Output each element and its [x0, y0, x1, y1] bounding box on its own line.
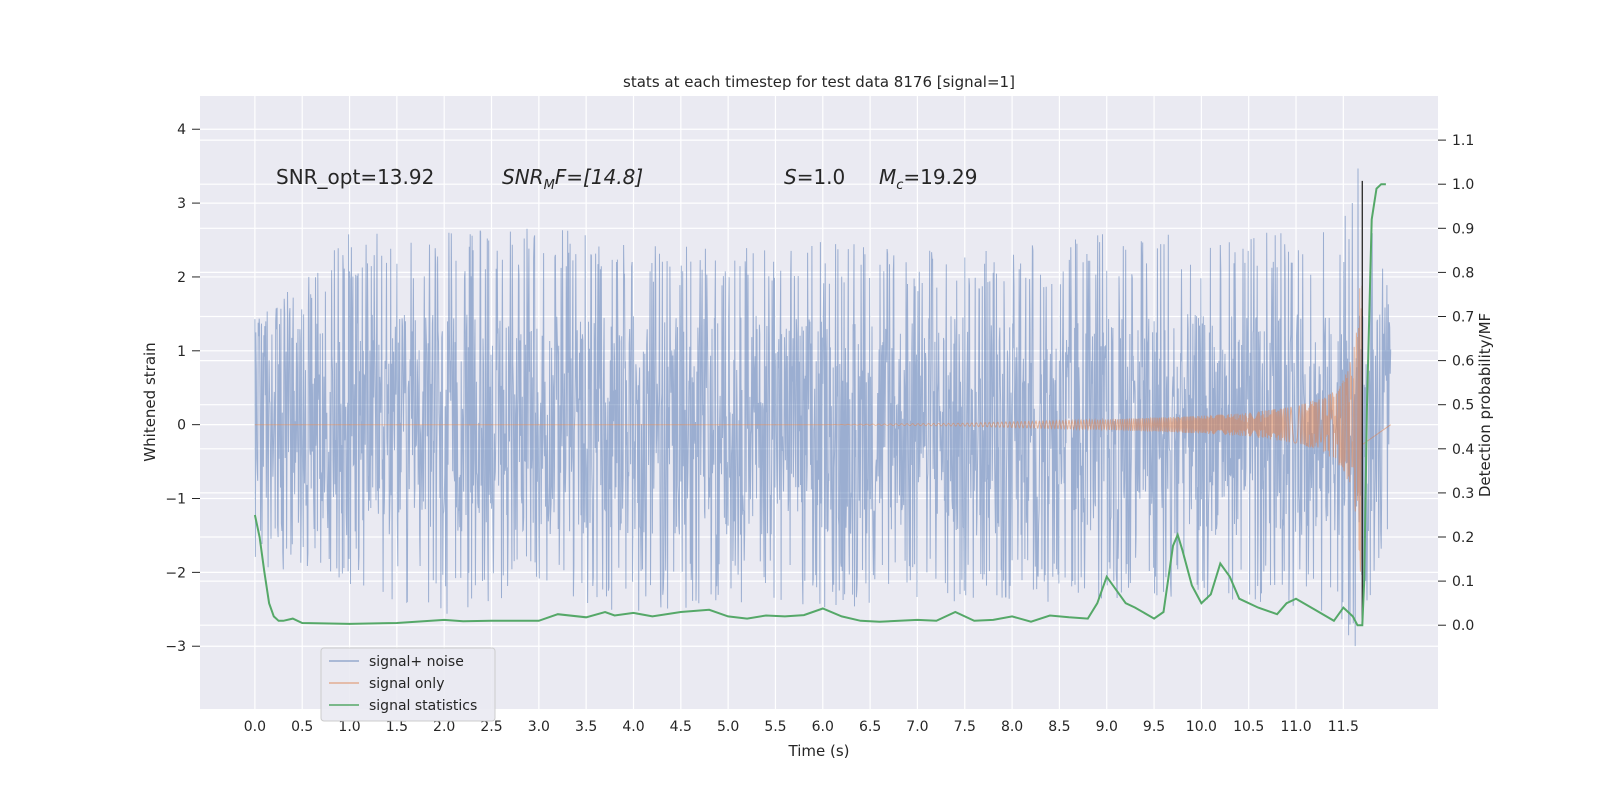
chart-title: stats at each timestep for test data 817… — [623, 73, 1015, 91]
x-tick-label-8: 4.0 — [622, 719, 644, 735]
x-tick-label-18: 9.0 — [1096, 719, 1118, 735]
x-axis-label: Time (s) — [788, 742, 850, 760]
y-right-tick-label-8: 0.3 — [1452, 486, 1474, 502]
x-tick-label-14: 7.0 — [906, 719, 928, 735]
y-tick-label-5: −1 — [165, 492, 186, 508]
y-tick-label-6: −2 — [165, 565, 186, 581]
y-axis-label: Whitened strain — [141, 342, 159, 461]
x-tick-label-23: 11.5 — [1328, 719, 1359, 735]
y-right-tick-label-2: 0.9 — [1452, 221, 1474, 237]
x-tick-label-15: 7.5 — [954, 719, 976, 735]
y-right-tick-label-1: 1.0 — [1452, 177, 1474, 193]
x-tick-label-21: 10.5 — [1233, 719, 1264, 735]
x-tick-label-7: 3.5 — [575, 719, 597, 735]
x-tick-label-6: 3.0 — [528, 719, 550, 735]
y-right-tick-label-0: 1.1 — [1452, 133, 1474, 149]
x-tick-label-16: 8.0 — [1001, 719, 1023, 735]
legend-label-signal-noise: signal+ noise — [369, 654, 464, 670]
legend: signal+ noise signal only signal statist… — [320, 647, 496, 722]
x-tick-label-4: 2.0 — [433, 719, 455, 735]
annotation-mc-sub: c — [896, 178, 903, 193]
x-tick-label-5: 2.5 — [480, 719, 502, 735]
x-tick-label-2: 1.0 — [338, 719, 360, 735]
x-tick-label-22: 11.0 — [1280, 719, 1311, 735]
x-tick-label-13: 6.5 — [859, 719, 881, 735]
y-tick-label-4: 0 — [177, 418, 186, 434]
x-ticks: 0.0 0.5 1.0 1.5 2.0 2.5 3.0 3.5 4.0 4.5 5.0 5.5 6.0 6… — [244, 719, 1359, 735]
x-tick-label-0: 0.0 — [244, 719, 266, 735]
line-signal-noise — [254, 168, 1392, 647]
y-right-tick-label-11: 0.0 — [1452, 618, 1474, 634]
y-ticks-left: 4 3 2 1 0 −1 −2 −3 — [165, 122, 200, 655]
x-tick-label-19: 9.5 — [1143, 719, 1165, 735]
y-right-tick-label-3: 0.8 — [1452, 265, 1474, 281]
annotation-snr-opt: SNR_opt=13.92 — [276, 165, 434, 189]
y-tick-label-2: 2 — [177, 270, 186, 286]
series-signal-only — [254, 285, 1391, 572]
legend-label-signal-only: signal only — [369, 676, 444, 692]
y-right-tick-label-4: 0.7 — [1452, 310, 1474, 326]
annotation-s-rest: =1.0 — [797, 165, 846, 189]
y-ticks-right: 1.1 1.0 0.9 0.8 0.7 0.6 0.5 0.4 0.3 0.2 0.1 0.0 — [1438, 133, 1474, 634]
x-tick-label-3: 1.5 — [386, 719, 408, 735]
y-right-tick-label-5: 0.6 — [1452, 354, 1474, 370]
legend-label-signal-statistics: signal statistics — [369, 698, 477, 714]
series-signal-statistics — [253, 183, 1386, 627]
annotation-snr-mf-base: SNR — [502, 165, 544, 189]
y-right-tick-label-9: 0.2 — [1452, 530, 1474, 546]
line-signal-statistics — [253, 183, 1386, 627]
legend-box — [320, 647, 496, 722]
y-tick-label-1: 3 — [177, 196, 186, 212]
annotation-mc: Mc=19.29 — [879, 165, 977, 193]
line-signal-only — [254, 285, 1391, 572]
y-right-tick-label-6: 0.5 — [1452, 398, 1474, 414]
annotation-mc-rest: =19.29 — [903, 165, 977, 189]
x-tick-label-9: 4.5 — [670, 719, 692, 735]
annotation-snr-mf: SNRMF=[14.8] — [502, 165, 643, 193]
y-tick-label-3: 1 — [177, 344, 186, 360]
annotation-mc-base: M — [879, 165, 896, 189]
y-axis-label-right: Detection probability/MF — [1476, 313, 1494, 497]
annotation-snr-mf-rest: F=[14.8] — [555, 165, 643, 189]
x-tick-label-10: 5.0 — [717, 719, 739, 735]
series-signal-noise — [254, 168, 1392, 647]
x-tick-label-1: 0.5 — [291, 719, 313, 735]
annotation-snr-mf-sub: M — [544, 178, 555, 193]
x-tick-label-12: 6.0 — [812, 719, 834, 735]
annotation-s: S=1.0 — [784, 165, 845, 189]
y-right-tick-label-10: 0.1 — [1452, 574, 1474, 590]
y-right-tick-label-7: 0.4 — [1452, 442, 1474, 458]
y-tick-label-7: −3 — [165, 639, 186, 655]
x-tick-label-20: 10.0 — [1186, 719, 1217, 735]
annotation-s-base: S — [784, 165, 797, 189]
y-tick-label-0: 4 — [177, 122, 186, 138]
x-tick-label-17: 8.5 — [1048, 719, 1070, 735]
x-tick-label-11: 5.5 — [764, 719, 786, 735]
